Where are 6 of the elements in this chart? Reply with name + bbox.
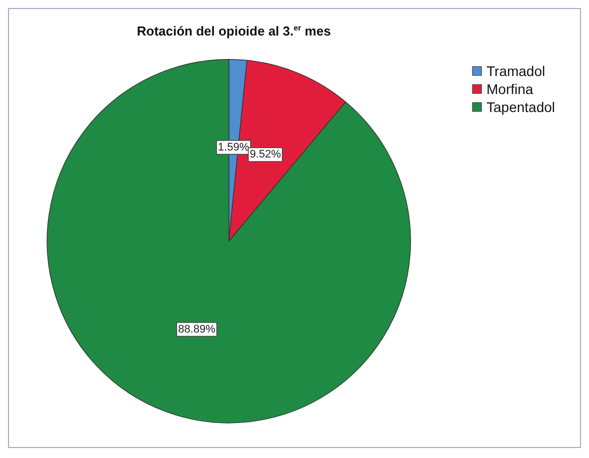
data-label: 9.52% xyxy=(250,148,282,161)
data-label: 88.89% xyxy=(178,323,216,336)
data-label: 1.59% xyxy=(218,141,250,154)
legend-label: Tramadol xyxy=(486,63,546,79)
legend-label: Morfina xyxy=(486,81,534,97)
legend-label: Tapentadol xyxy=(486,99,556,115)
